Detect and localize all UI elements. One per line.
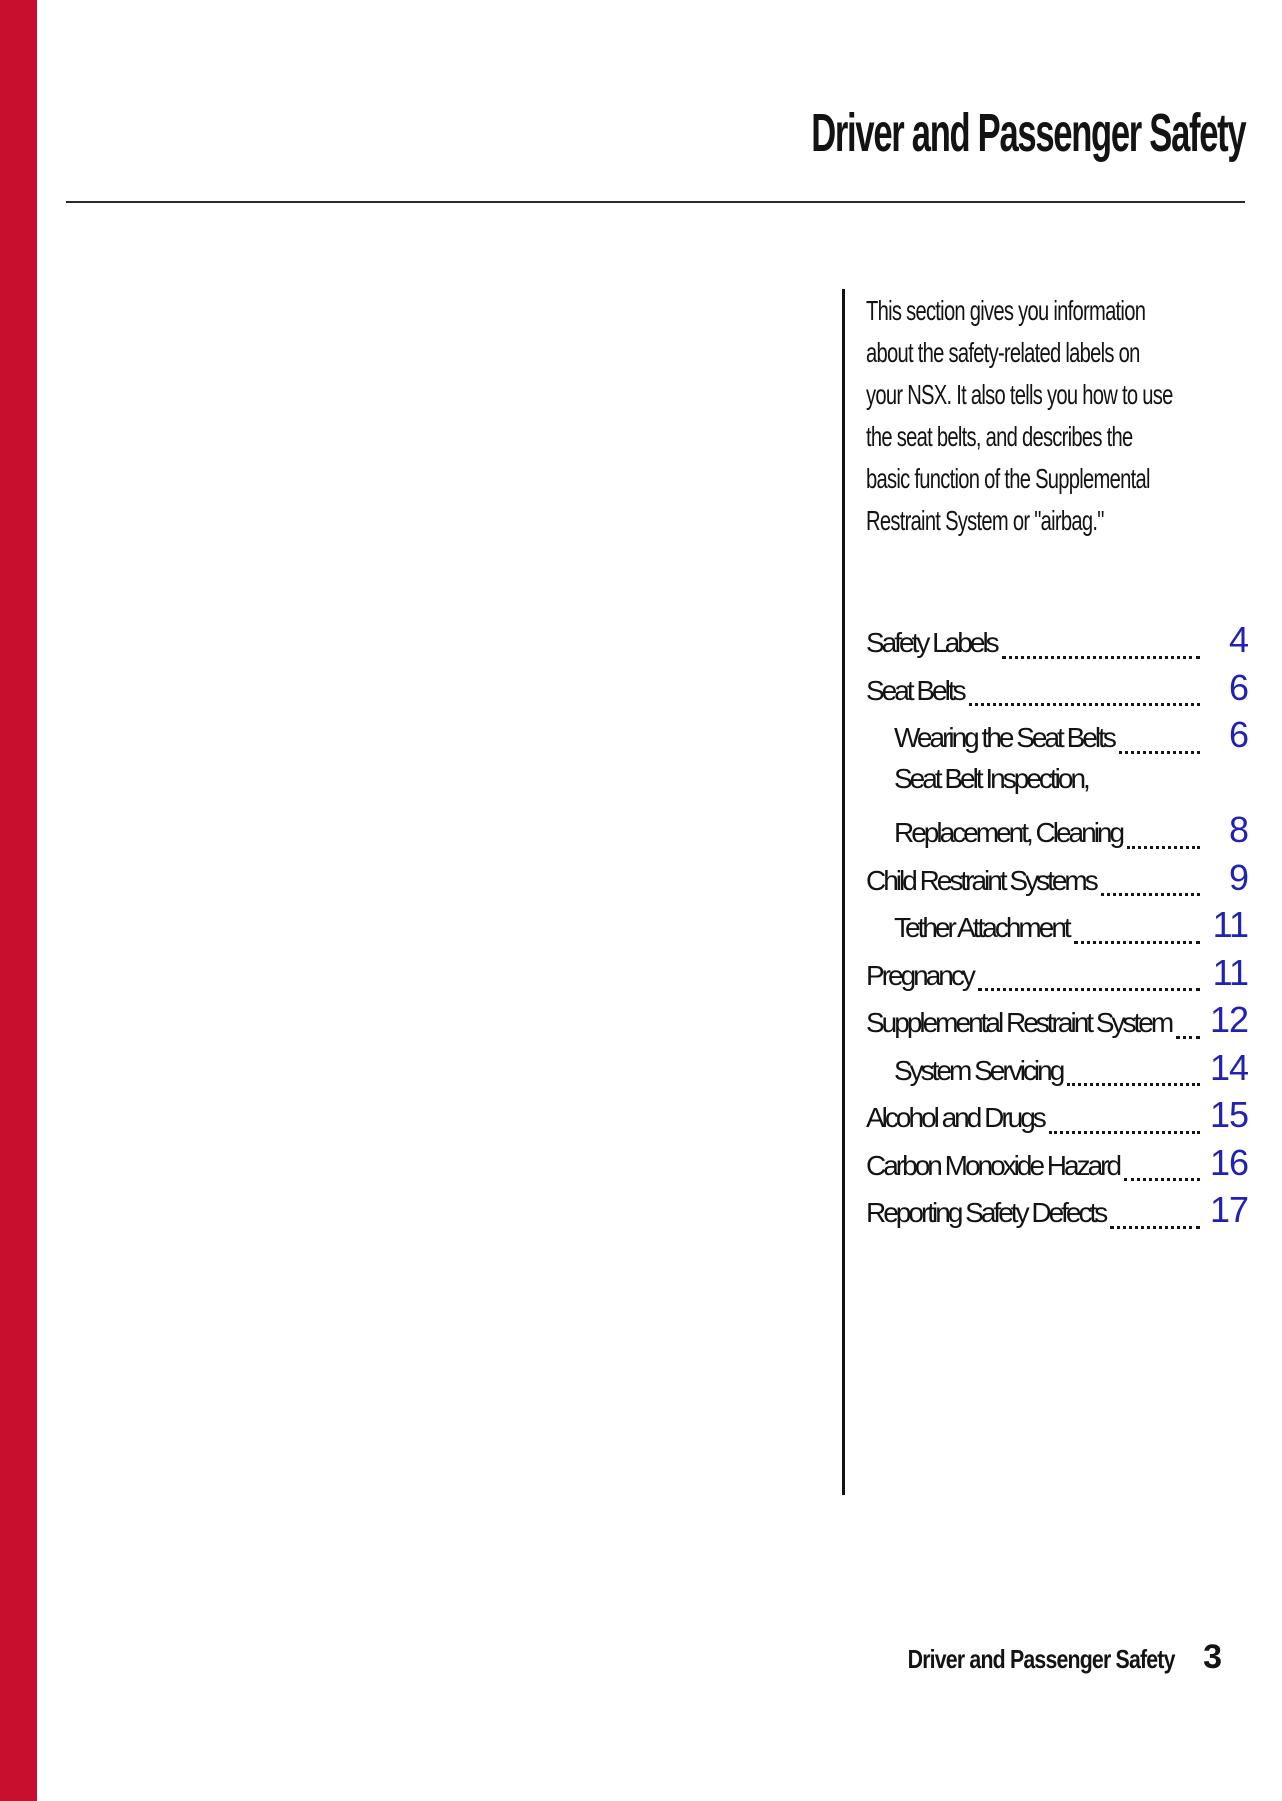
toc-leader-dots (1100, 893, 1200, 896)
toc-entry: Carbon Monoxide Hazard 16 (866, 1141, 1249, 1193)
toc-entry: Child Restraint Systems 9 (866, 856, 1249, 908)
section-edge-stripe (0, 0, 37, 1801)
toc-entry-page-number: 16 (1209, 1141, 1249, 1183)
toc-leader-dots (1124, 1178, 1200, 1181)
toc-entry: Seat Belt Inspection, (866, 762, 1248, 813)
toc-entry: Reporting Safety Defects 17 (866, 1189, 1249, 1240)
toc-leader-dots (1127, 845, 1200, 849)
toc-leader-dots (1176, 1035, 1200, 1039)
toc-entry-page-number: 14 (1209, 1046, 1249, 1088)
toc-entry-page-number: 6 (1228, 714, 1249, 755)
toc-entry-label: Carbon Monoxide Hazard (866, 1149, 1122, 1181)
toc-entry-page-number: 17 (1209, 1189, 1249, 1230)
toc-entry: Alcohol and Drugs 15 (866, 1094, 1249, 1145)
intro-line: the seat belts, and describes the (866, 421, 1133, 452)
toc-entry-label: Pregnancy (866, 959, 976, 991)
toc-leader-dots (968, 703, 1200, 706)
toc-entry: System Servicing 14 (866, 1046, 1249, 1098)
toc-leader-dots (1073, 940, 1200, 944)
toc-entry-page-number: 12 (1209, 999, 1249, 1040)
toc-entry: Supplemental Restraint System 12 (866, 999, 1249, 1050)
toc-entry-label: Reporting Safety Defects (866, 1197, 1108, 1228)
toc-entry: Safety Labels 4 (866, 619, 1249, 670)
toc-entry-page-number: 15 (1209, 1094, 1249, 1135)
toc-leader-dots (977, 988, 1200, 991)
intro-line: about the safety-related labels on (866, 337, 1140, 368)
toc-entry: Pregnancy 11 (866, 951, 1249, 1003)
page-title: Driver and Passenger Safety (810, 103, 1246, 163)
toc-entry: Tether Attachment 11 (866, 904, 1249, 955)
column-divider (842, 289, 845, 1495)
toc-entry: Seat Belts 6 (866, 666, 1249, 718)
title-rule (66, 201, 1245, 203)
toc-entry-page-number: 4 (1228, 619, 1249, 660)
toc: Safety Labels 4 Seat Belts 6 Wearing the… (866, 619, 1249, 1240)
toc-leader-dots (1048, 1130, 1200, 1134)
page-footer: Driver and Passenger Safety 3 (849, 1640, 1222, 1674)
toc-entry-label: Seat Belt Inspection, (894, 762, 1091, 794)
toc-entry-page-number: 11 (1212, 951, 1249, 993)
content-column: This section gives you information about … (866, 290, 1249, 1240)
toc-entry-page-number: 9 (1228, 856, 1249, 898)
toc-entry-page-number: 11 (1212, 904, 1249, 945)
toc-entry-page-number: 8 (1228, 809, 1249, 850)
toc-leader-dots (1118, 750, 1200, 754)
intro-line: This section gives you information (866, 295, 1146, 326)
toc-entry-label: System Servicing (894, 1054, 1065, 1086)
toc-entry-label: Supplemental Restraint System (866, 1007, 1174, 1038)
toc-entry-page-number: 6 (1228, 666, 1249, 708)
toc-entry-label: Tether Attachment (894, 912, 1072, 943)
intro-paragraph: This section gives you information about … (866, 290, 1248, 542)
toc-entry-label: Alcohol and Drugs (866, 1102, 1047, 1133)
toc-leader-dots (1067, 1083, 1200, 1086)
toc-entry-label: Child Restraint Systems (866, 864, 1099, 896)
footer-page-number: 3 (1203, 1638, 1222, 1676)
toc-entry-label: Safety Labels (866, 627, 1000, 658)
toc-entry-label: Replacement, Cleaning (894, 817, 1125, 848)
footer-section-title: Driver and Passenger Safety (908, 1644, 1176, 1674)
intro-line: your NSX. It also tells you how to use (866, 379, 1173, 410)
toc-entry: Replacement, Cleaning 8 (866, 809, 1249, 860)
intro-line: basic function of the Supplemental (866, 463, 1150, 494)
intro-line: Restraint System or "airbag." (866, 505, 1104, 536)
toc-leader-dots (1110, 1225, 1200, 1229)
toc-entry-label: Seat Belts (866, 674, 967, 706)
toc-leader-dots (1001, 655, 1200, 659)
toc-entry: Wearing the Seat Belts 6 (866, 714, 1249, 765)
toc-entry-label: Wearing the Seat Belts (894, 722, 1117, 753)
